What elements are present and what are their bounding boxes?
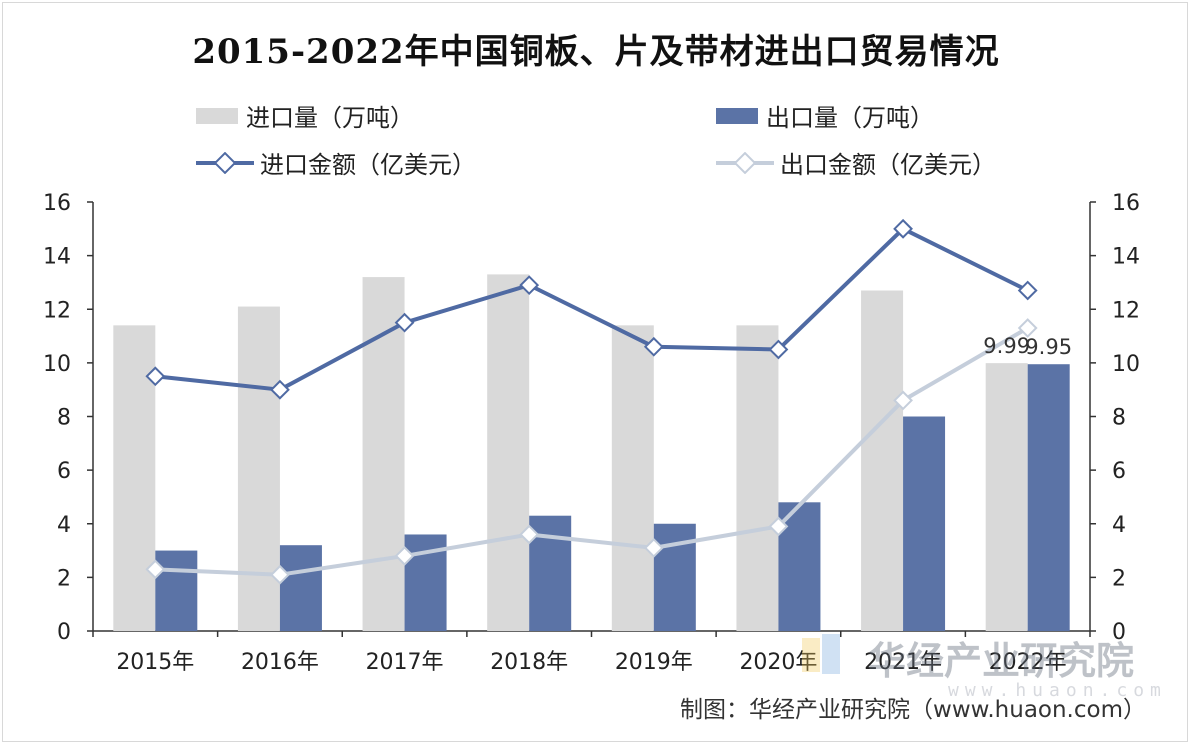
x-tick-label: 2017年 — [366, 650, 444, 675]
bar-export-volume — [1027, 364, 1070, 631]
legend-label-import-volume: 进口量（万吨） — [246, 104, 414, 132]
watermark: 华经产业研究院 www.huaon.com — [798, 632, 1161, 701]
y-tick-label-right: 16 — [1112, 191, 1140, 216]
watermark-url: www.huaon.com — [948, 680, 1167, 701]
legend-item-export-volume: 出口量（万吨） — [716, 98, 934, 133]
bar-import-volume — [861, 290, 904, 631]
point-export-value — [768, 516, 789, 537]
y-tick-label-left: 12 — [43, 298, 71, 323]
y-tick-label-left: 6 — [57, 459, 71, 484]
bar-import-volume — [487, 274, 530, 631]
x-tick-label: 2016年 — [241, 650, 319, 675]
bar-export-volume — [903, 416, 946, 631]
point-import-value — [768, 339, 789, 360]
x-tick-label: 2015年 — [116, 650, 194, 675]
bar-import-volume — [237, 306, 280, 631]
y-tick-label-right: 14 — [1112, 245, 1140, 270]
watermark-text: 华经产业研究院 — [868, 639, 1135, 683]
bar-import-volume — [362, 277, 405, 631]
y-tick-label-left: 10 — [43, 352, 71, 377]
point-import-value — [270, 379, 290, 400]
legend-swatch-import-value — [196, 151, 254, 174]
x-tick-label: 2021年 — [864, 650, 942, 675]
series-line-import-value — [155, 226, 1029, 392]
legend-item-import-volume: 进口量（万吨） — [196, 98, 414, 133]
legend-swatch-export-value — [716, 151, 774, 174]
y-tick-label-right: 12 — [1112, 298, 1140, 323]
point-export-value — [643, 537, 664, 558]
chart-title: 2015-2022年中国铜板、片及带材进出口贸易情况 — [192, 32, 1000, 72]
watermark-logo-icon — [802, 634, 840, 674]
data-label: 9.95 — [1025, 335, 1072, 359]
legend-swatch-export-volume — [716, 107, 758, 124]
legend-label-export-value: 出口金额（亿美元） — [780, 151, 996, 179]
y-tick-label-left: 16 — [43, 191, 71, 216]
point-export-value — [270, 564, 290, 585]
y-tick-label-left: 8 — [57, 406, 71, 431]
x-tick-label: 2020年 — [739, 650, 817, 675]
y-tick-label-right: 0 — [1112, 620, 1126, 645]
bar-import-volume — [985, 363, 1028, 631]
y-tick-label-right: 10 — [1112, 352, 1140, 377]
data-label: 9.99 — [983, 334, 1030, 358]
bar-import-volume — [736, 325, 779, 631]
y-tick-label-right: 8 — [1112, 406, 1126, 431]
legend-swatch-import-volume — [196, 107, 238, 124]
point-import-value — [145, 366, 166, 387]
x-tick-label: 2019年 — [615, 650, 693, 675]
bar-export-volume — [279, 545, 322, 631]
point-import-value — [394, 312, 415, 333]
point-import-value — [893, 218, 913, 239]
legend-label-import-value: 进口金额（亿美元） — [260, 151, 476, 179]
y-tick-label-right: 6 — [1112, 459, 1126, 484]
y-tick-label-right: 2 — [1112, 566, 1126, 591]
point-export-value — [893, 390, 913, 411]
y-tick-label-right: 4 — [1112, 513, 1126, 538]
point-import-value — [643, 336, 664, 357]
chart-footer: 制图：华经产业研究院（www.huaon.com） — [680, 697, 1146, 723]
point-export-value — [145, 559, 166, 580]
y-tick-label-left: 4 — [57, 513, 71, 538]
y-tick-label-left: 0 — [57, 620, 71, 645]
y-tick-label-left: 14 — [43, 245, 71, 270]
point-export-value — [394, 546, 415, 566]
point-export-value — [519, 524, 540, 545]
bar-import-volume — [611, 325, 654, 631]
point-export-value — [1017, 318, 1038, 338]
point-import-value — [519, 275, 540, 296]
series-line-export-value — [155, 326, 1029, 577]
x-tick-label: 2022年 — [989, 650, 1067, 675]
bar-import-volume — [113, 325, 156, 631]
legend-label-export-volume: 出口量（万吨） — [766, 104, 934, 132]
point-import-value — [1017, 280, 1038, 301]
legend-item-export-value: 出口金额（亿美元） — [716, 145, 996, 180]
x-tick-label: 2018年 — [490, 650, 568, 675]
bar-export-volume — [155, 550, 198, 631]
y-tick-label-left: 2 — [57, 566, 71, 591]
legend-item-import-value: 进口金额（亿美元） — [196, 145, 476, 180]
